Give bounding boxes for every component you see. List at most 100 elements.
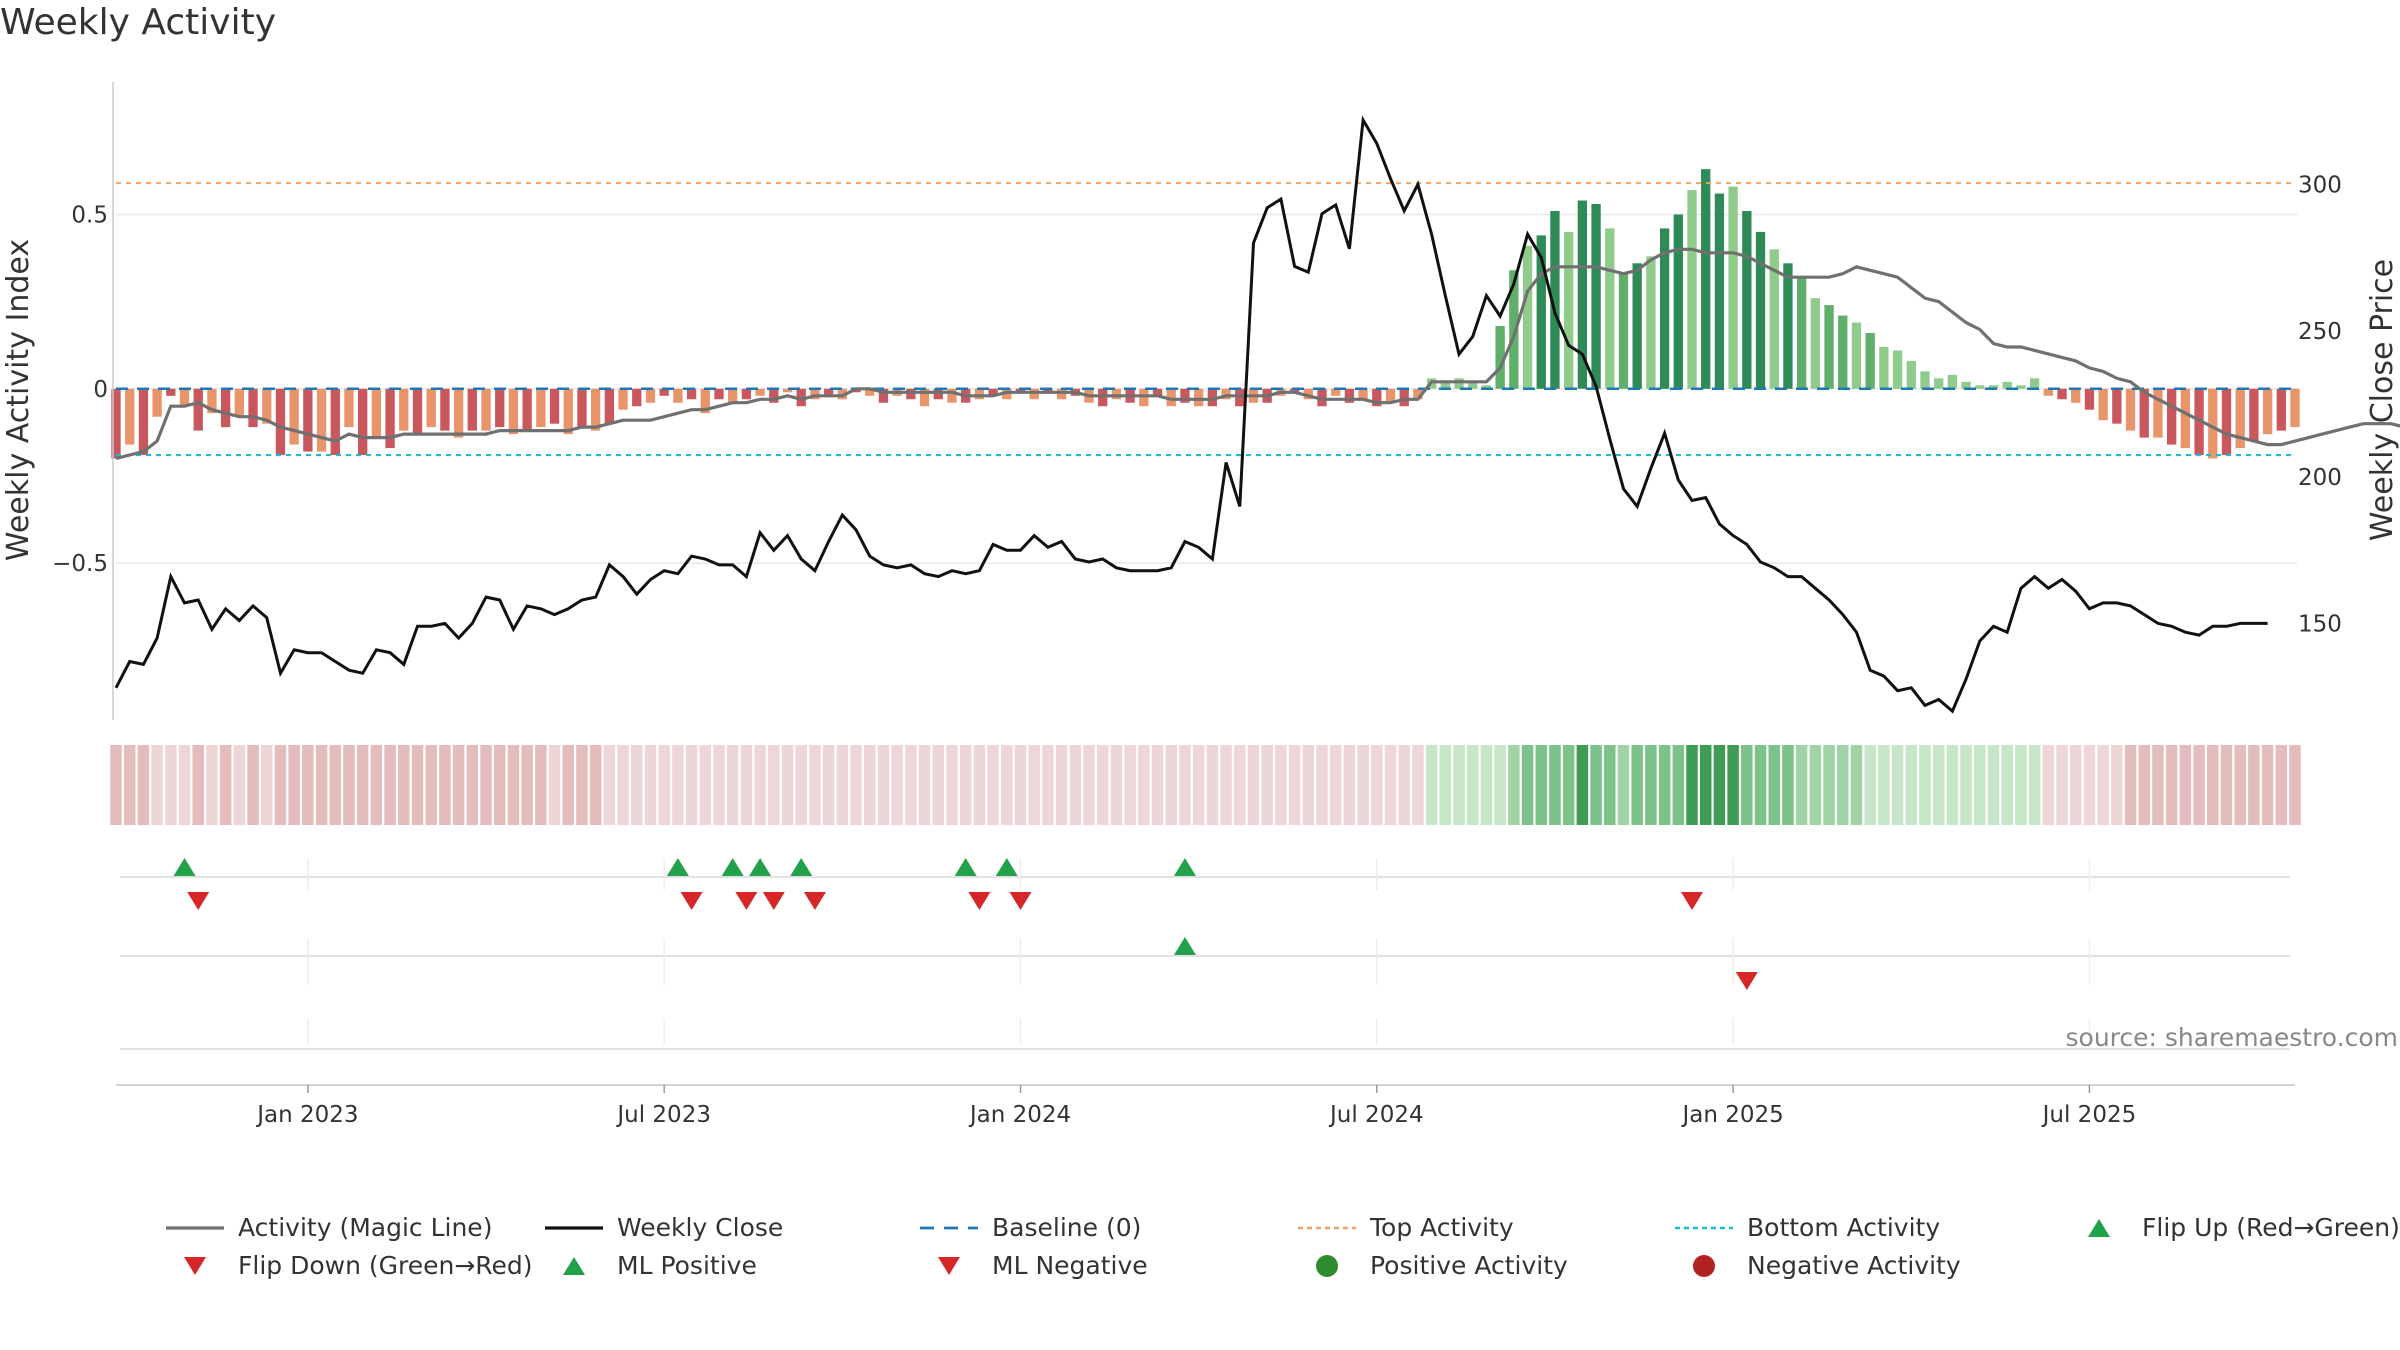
heat-cell [1919, 745, 1931, 825]
activity-bar [2180, 388, 2191, 449]
activity-bar [2153, 388, 2163, 438]
activity-bar [1810, 298, 1821, 389]
heat-cell [1946, 745, 1959, 825]
heat-cell [1384, 745, 1397, 825]
activity-bar [1221, 388, 1231, 400]
activity-bar [2029, 378, 2040, 389]
x-tick-label: Jul 2023 [615, 1102, 711, 1128]
heat-cell [1727, 745, 1739, 825]
legend-label: Positive Activity [1370, 1251, 1568, 1280]
activity-bar [220, 388, 231, 428]
heat-cell [192, 745, 204, 825]
heat-cell [1247, 745, 1260, 825]
activity-bar [2262, 388, 2273, 435]
activity-bar [796, 388, 806, 407]
flip-down-marker [803, 892, 826, 910]
activity-bar [1152, 388, 1163, 396]
activity-bar [1235, 388, 1245, 407]
activity-bar [700, 388, 710, 414]
heat-cell [1083, 745, 1095, 825]
activity-bar [1331, 388, 1341, 396]
legend-item: Top Activity [1298, 1213, 1514, 1242]
activity-bar [810, 388, 820, 400]
activity-bar [330, 388, 340, 456]
activity-bar [714, 388, 724, 400]
heat-cell [480, 745, 492, 825]
legend-label: Weekly Close [617, 1213, 783, 1242]
flip-up-marker [954, 858, 977, 876]
heat-cell [260, 745, 273, 825]
activity-bar [1659, 228, 1670, 389]
legend-label: Top Activity [1369, 1213, 1514, 1242]
heat-cell [1192, 745, 1205, 825]
activity-bar [2016, 385, 2026, 389]
heat-cell [493, 745, 506, 825]
heat-cell [781, 745, 794, 825]
activity-bar [2057, 388, 2067, 400]
heat-cell [1960, 745, 1972, 825]
activity-bar [1961, 381, 1971, 389]
heat-cell [1042, 745, 1054, 825]
activity-bar [2139, 388, 2149, 438]
heat-cell [740, 745, 753, 825]
right-tick-label: 150 [2298, 611, 2342, 637]
activity-bar [782, 388, 793, 393]
activity-bar [1289, 388, 1300, 393]
heat-cell [137, 745, 150, 825]
activity-bar [1043, 388, 1053, 393]
heat-cell [1001, 745, 1013, 825]
activity-bar [1988, 385, 1999, 389]
activity-bar [481, 388, 491, 431]
activity-bar [275, 388, 286, 456]
activity-bar [125, 388, 135, 445]
left-tick-label: 0.5 [71, 202, 108, 228]
heat-cell [1686, 745, 1698, 825]
activity-bar [193, 388, 203, 431]
heat-cell [2275, 745, 2288, 825]
heat-cell [1549, 745, 1561, 825]
heat-cell [959, 745, 972, 825]
activity-bar [988, 388, 998, 396]
activity-bar [399, 388, 409, 431]
activity-bar [659, 388, 669, 396]
activity-bar [1193, 388, 1204, 407]
activity-bar [1495, 326, 1505, 389]
heat-cell [809, 745, 821, 825]
heat-cell [521, 745, 533, 825]
flip-down-marker [968, 892, 991, 910]
right-tick-label: 200 [2298, 465, 2342, 491]
legend-swatch-triangle-up [563, 1257, 585, 1275]
activity-bar [1824, 305, 1834, 389]
activity-bar [262, 388, 272, 424]
heat-cell [617, 745, 629, 825]
legend-label: ML Negative [992, 1251, 1148, 1280]
heat-cell [329, 745, 342, 825]
heat-cell [836, 745, 849, 825]
activity-bar [358, 388, 368, 456]
activity-bar [248, 388, 258, 428]
heat-cell [1823, 745, 1835, 825]
activity-bar [385, 388, 395, 449]
heat-cell [1576, 745, 1589, 825]
heat-cell [370, 745, 383, 825]
activity-bar [865, 388, 875, 396]
legend-swatch-circle [1316, 1255, 1338, 1277]
heat-cell [905, 745, 917, 825]
heat-cell [466, 745, 479, 825]
heat-cell [1288, 745, 1301, 825]
heat-cell [1878, 745, 1890, 825]
flip-up-marker [666, 858, 689, 876]
heat-cell [2234, 745, 2246, 825]
activity-bar [2043, 388, 2053, 396]
flip-down-marker [762, 892, 785, 910]
weekly-close-line [114, 115, 2268, 714]
legend-item: Weekly Close [545, 1213, 783, 1242]
activity-bar [1906, 360, 1916, 389]
heat-cell [1275, 745, 1287, 825]
left-tick-label: 0 [93, 377, 108, 403]
activity-bar [1344, 388, 1355, 403]
activity-bar [1701, 169, 1711, 389]
activity-bar [1920, 371, 1930, 389]
x-tick-label: Jul 2025 [2041, 1102, 2137, 1128]
